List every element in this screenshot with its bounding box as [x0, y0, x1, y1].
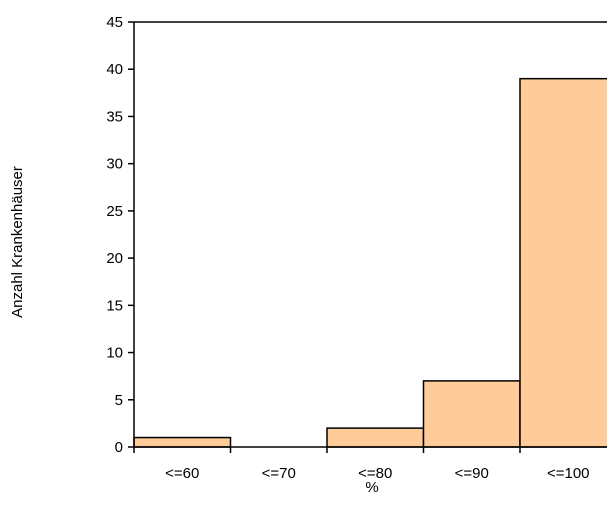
x-category-label: <=60	[165, 465, 199, 482]
y-tick-label: 45	[106, 14, 123, 31]
bars-group	[133, 77, 607, 448]
y-axis-title: Anzahl Krankenhäuser	[9, 166, 26, 318]
x-category-label: <=100	[547, 465, 590, 482]
y-tick-label: 25	[106, 203, 123, 220]
y-tick-label: 35	[106, 108, 123, 125]
bar-0	[133, 436, 232, 448]
y-tick-label: 0	[115, 439, 123, 456]
y-tick-label: 30	[106, 156, 123, 173]
bar-4	[519, 77, 607, 448]
bar-2	[326, 427, 425, 448]
x-category-label: <=70	[262, 465, 296, 482]
x-axis: <=60 <=70 <=80 <=90 <=100	[133, 446, 607, 482]
y-axis: 0 5 10 15 20 25 30 35 40 45	[106, 14, 607, 456]
y-tick-label: 40	[106, 61, 123, 78]
x-category-label: <=90	[455, 465, 489, 482]
y-tick-label: 10	[106, 345, 123, 362]
x-category-label: <=80	[358, 465, 392, 482]
y-tick-label: 5	[115, 392, 123, 409]
bar-3	[422, 380, 521, 448]
y-tick-label: 15	[106, 297, 123, 314]
x-axis-title: %	[365, 479, 378, 496]
y-tick-label: 20	[106, 250, 123, 267]
